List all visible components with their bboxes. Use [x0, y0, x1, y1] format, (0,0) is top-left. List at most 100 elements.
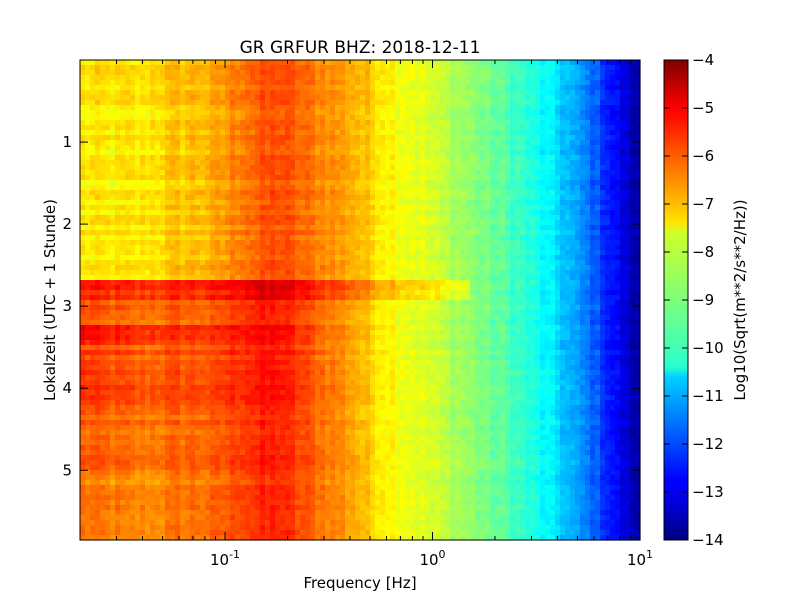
- heatmap-cell: [525, 275, 531, 281]
- heatmap-cell: [150, 70, 156, 76]
- heatmap-cell: [380, 175, 386, 181]
- heatmap-cell: [505, 195, 511, 201]
- heatmap-cell: [150, 200, 156, 206]
- heatmap-cell: [435, 70, 441, 76]
- heatmap-cell: [190, 250, 196, 256]
- heatmap-cell: [400, 170, 406, 176]
- heatmap-cell: [170, 265, 176, 271]
- heatmap-cell: [170, 175, 176, 181]
- heatmap-cell: [375, 80, 381, 86]
- heatmap-cell: [545, 210, 551, 216]
- heatmap-cell: [265, 60, 271, 66]
- heatmap-cell: [190, 150, 196, 156]
- heatmap-cell: [460, 195, 466, 201]
- heatmap-cell: [425, 265, 431, 271]
- heatmap-cell: [115, 80, 121, 86]
- heatmap-cell: [620, 260, 626, 266]
- heatmap-cell: [115, 215, 121, 221]
- heatmap-cell: [190, 240, 196, 246]
- heatmap-cell: [540, 130, 546, 136]
- heatmap-cell: [210, 260, 216, 266]
- heatmap-cell: [165, 135, 171, 141]
- heatmap-cell: [160, 135, 166, 141]
- heatmap-cell: [145, 265, 151, 271]
- heatmap-cell: [630, 235, 636, 241]
- heatmap-cell: [485, 150, 491, 156]
- heatmap-cell: [615, 70, 621, 76]
- heatmap-cell: [320, 245, 326, 251]
- heatmap-cell: [285, 155, 291, 161]
- heatmap-cell: [495, 65, 501, 71]
- heatmap-cell: [585, 145, 591, 151]
- heatmap-cell: [95, 150, 101, 156]
- heatmap-cell: [565, 255, 571, 261]
- heatmap-cell: [240, 75, 246, 81]
- heatmap-cell: [370, 110, 376, 116]
- heatmap-cell: [265, 190, 271, 196]
- heatmap-cell: [530, 80, 536, 86]
- heatmap-cell: [410, 205, 416, 211]
- heatmap-cell: [535, 185, 541, 191]
- heatmap-cell: [300, 240, 306, 246]
- heatmap-cell: [410, 80, 416, 86]
- heatmap-cell: [270, 255, 276, 261]
- heatmap-cell: [620, 255, 626, 261]
- heatmap-cell: [480, 170, 486, 176]
- heatmap-cell: [470, 200, 476, 206]
- heatmap-cell: [525, 265, 531, 271]
- heatmap-cell: [185, 120, 191, 126]
- heatmap-cell: [170, 75, 176, 81]
- heatmap-cell: [220, 280, 226, 286]
- heatmap-cell: [635, 220, 641, 226]
- heatmap-cell: [540, 150, 546, 156]
- heatmap-cell: [215, 85, 221, 91]
- heatmap-cell: [195, 270, 201, 276]
- heatmap-cell: [460, 60, 466, 66]
- heatmap-cell: [555, 100, 561, 106]
- heatmap-cell: [360, 155, 366, 161]
- heatmap-cell: [340, 235, 346, 241]
- heatmap-cell: [155, 225, 161, 231]
- heatmap-cell: [415, 65, 421, 71]
- heatmap-cell: [630, 220, 636, 226]
- heatmap-cell: [395, 280, 401, 286]
- heatmap-cell: [390, 230, 396, 236]
- heatmap-cell: [295, 125, 301, 131]
- heatmap-cell: [180, 95, 186, 101]
- heatmap-cell: [270, 165, 276, 171]
- heatmap-cell: [480, 250, 486, 256]
- heatmap-cell: [250, 65, 256, 71]
- heatmap-cell: [535, 100, 541, 106]
- heatmap-cell: [145, 180, 151, 186]
- heatmap-cell: [80, 235, 86, 241]
- heatmap-cell: [165, 130, 171, 136]
- heatmap-cell: [500, 160, 506, 166]
- heatmap-cell: [185, 240, 191, 246]
- heatmap-cell: [255, 185, 261, 191]
- heatmap-cell: [425, 70, 431, 76]
- heatmap-cell: [450, 145, 456, 151]
- heatmap-cell: [355, 95, 361, 101]
- heatmap-cell: [350, 130, 356, 136]
- heatmap-cell: [200, 195, 206, 201]
- heatmap-cell: [270, 195, 276, 201]
- heatmap-cell: [460, 245, 466, 251]
- heatmap-cell: [595, 175, 601, 181]
- heatmap-cell: [110, 105, 116, 111]
- heatmap-cell: [275, 225, 281, 231]
- heatmap-cell: [370, 140, 376, 146]
- heatmap-cell: [250, 220, 256, 226]
- heatmap-cell: [635, 270, 641, 276]
- heatmap-cell: [395, 205, 401, 211]
- heatmap-cell: [395, 175, 401, 181]
- heatmap-cell: [110, 255, 116, 261]
- heatmap-cell: [600, 100, 606, 106]
- heatmap-cell: [330, 250, 336, 256]
- heatmap-cell: [110, 220, 116, 226]
- heatmap-cell: [155, 230, 161, 236]
- heatmap-cell: [295, 210, 301, 216]
- heatmap-cell: [360, 245, 366, 251]
- heatmap-cell: [230, 85, 236, 91]
- heatmap-cell: [120, 185, 126, 191]
- heatmap-cell: [235, 265, 241, 271]
